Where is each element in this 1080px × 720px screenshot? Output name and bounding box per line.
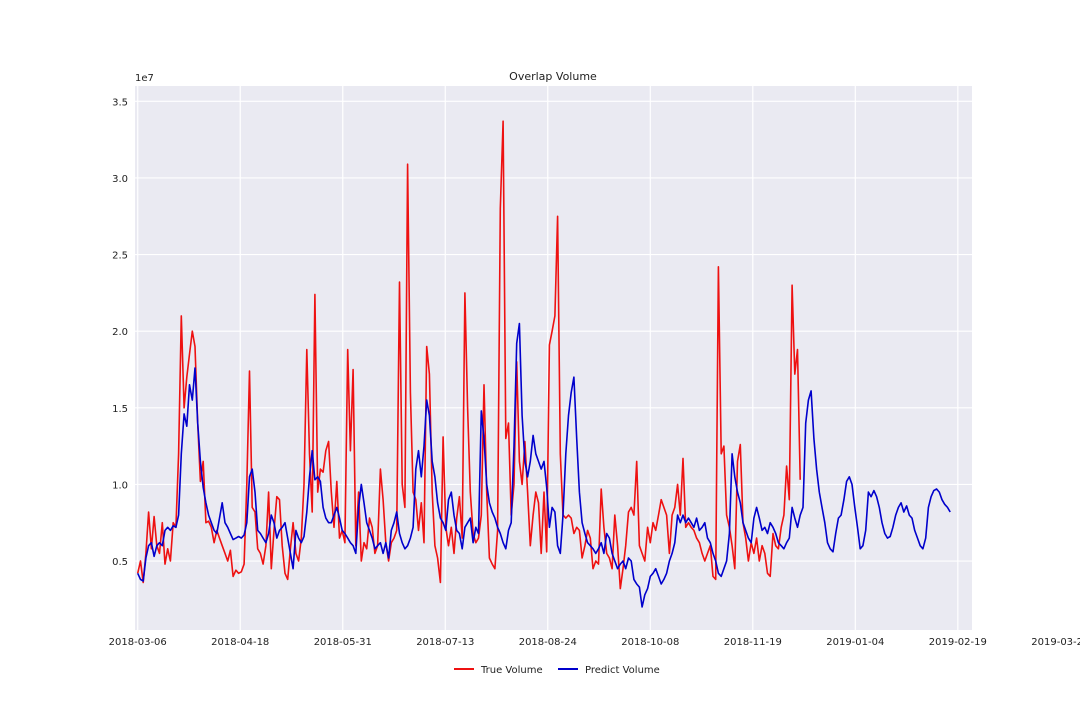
y-tick-label: 0.5 xyxy=(112,557,128,568)
y-axis: 0.5 1.0 1.5 2.0 2.5 3.0 3.5 xyxy=(112,97,128,568)
chart-title: Overlap Volume xyxy=(509,70,597,83)
legend: True Volume Predict Volume xyxy=(454,665,660,676)
y-tick-label: 2.0 xyxy=(112,327,128,338)
x-axis: 2018-03-06 2018-04-18 2018-05-31 2018-07-13… xyxy=(109,637,1080,648)
series-line-predict-volume xyxy=(136,322,951,608)
y-scale-multiplier: 1e7 xyxy=(135,73,154,84)
x-tick-label: 2019-02-19 xyxy=(929,637,987,648)
y-tick-label: 3.5 xyxy=(112,97,128,108)
x-tick-label: 2018-05-31 xyxy=(314,637,372,648)
x-tick-label: 2018-08-24 xyxy=(519,637,577,648)
legend-label: Predict Volume xyxy=(585,665,660,676)
y-tick-label: 3.0 xyxy=(112,174,128,185)
y-tick-label: 2.5 xyxy=(112,251,128,262)
plot-background xyxy=(135,86,972,630)
series-lines xyxy=(136,120,951,608)
x-tick-label: 2019-01-04 xyxy=(826,637,884,648)
x-tick-label: 2018-04-18 xyxy=(211,637,269,648)
y-tick-label: 1.5 xyxy=(112,404,128,415)
x-tick-label: 2018-07-13 xyxy=(416,637,474,648)
x-tick-label: 2018-11-19 xyxy=(724,637,782,648)
series-line-true-volume xyxy=(136,120,801,590)
x-tick-label: 2018-10-08 xyxy=(621,637,679,648)
x-tick-label: 2018-03-06 xyxy=(109,637,167,648)
legend-label: True Volume xyxy=(480,665,543,676)
y-tick-label: 1.0 xyxy=(112,480,128,491)
x-tick-label: 2019-03-25 xyxy=(1031,637,1080,648)
